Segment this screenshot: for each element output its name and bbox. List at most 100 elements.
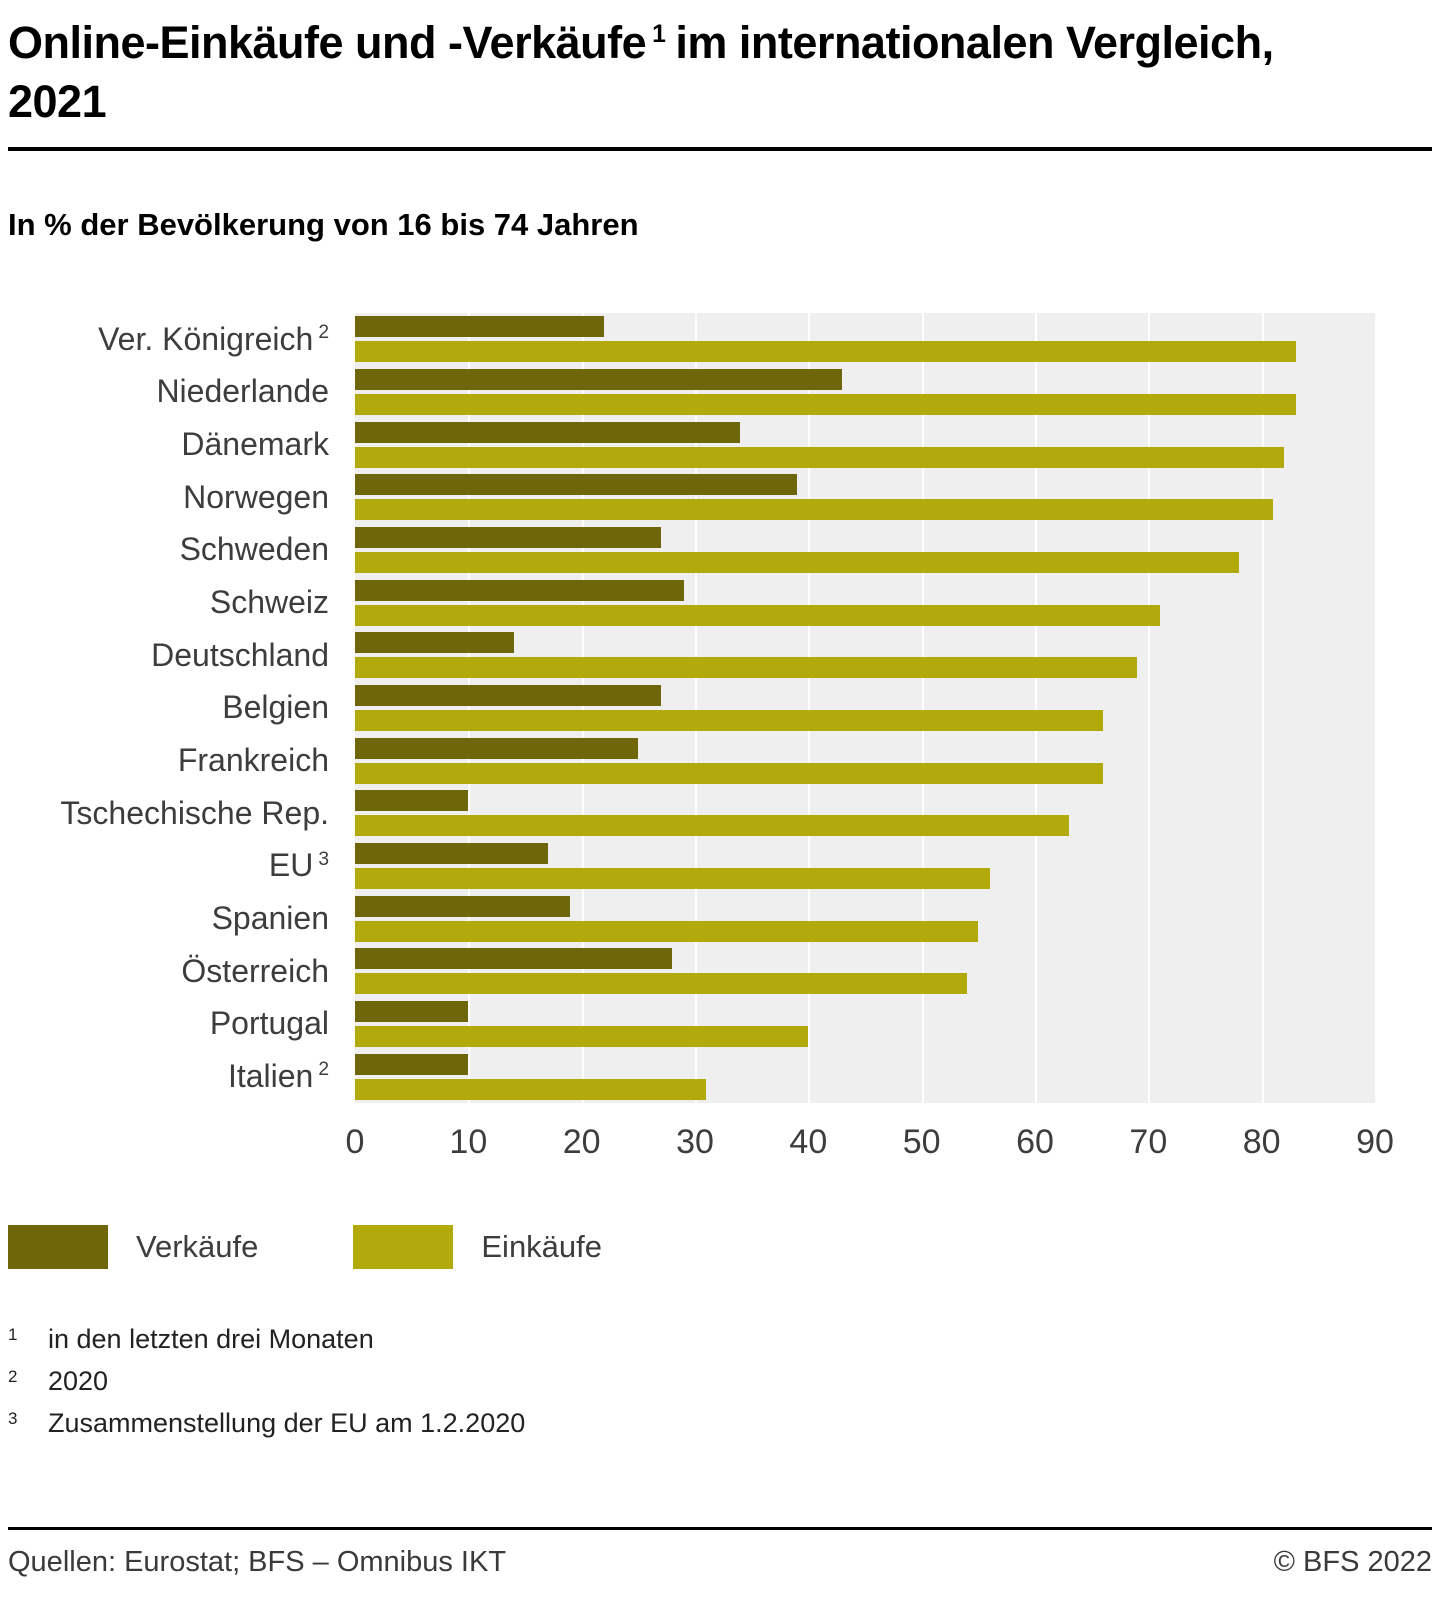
footnote-number: 3 <box>8 1408 18 1428</box>
chart-row: Deutschland <box>8 629 1432 682</box>
category-label: Dänemark <box>181 426 329 463</box>
bar-group <box>355 892 1375 945</box>
category-footnote-ref: 3 <box>318 848 329 870</box>
bar-group <box>355 734 1375 787</box>
footnote: 3 Zusammenstellung der EU am 1.2.2020 <box>8 1403 1432 1445</box>
category-label: Belgien <box>222 689 329 726</box>
chart-subtitle: In % der Bevölkerung von 16 bis 74 Jahre… <box>8 207 639 242</box>
bar-verkufe <box>355 1053 469 1075</box>
bar-verkufe <box>355 579 684 601</box>
x-tick-label: 70 <box>1129 1123 1168 1161</box>
footnote-text: in den letzten drei Monaten <box>48 1324 374 1354</box>
bar-group <box>355 366 1375 419</box>
legend-swatch-verkaeufe <box>8 1225 108 1269</box>
category-label: Italien 2 <box>227 1058 329 1095</box>
category-label: Österreich <box>181 952 329 989</box>
bar-group <box>355 471 1375 524</box>
bar-group <box>355 682 1375 735</box>
bar-einkufe <box>355 657 1137 679</box>
copyright-text: © BFS 2022 <box>1273 1546 1432 1578</box>
bar-verkufe <box>355 474 797 496</box>
x-tick-label: 40 <box>789 1123 828 1161</box>
chart-row: Österreich <box>8 945 1432 998</box>
gridline <box>468 313 471 1103</box>
bar-einkufe <box>355 604 1160 626</box>
chart-legend: Verkäufe Einkäufe <box>8 1225 1432 1269</box>
bar-group <box>355 945 1375 998</box>
category-footnote-ref: 2 <box>318 322 329 344</box>
bar-verkufe <box>355 790 469 812</box>
category-footnote-ref: 2 <box>318 1059 329 1081</box>
title-text: Online-Einkäufe und -Verkäufe <box>8 17 647 68</box>
chart-row: Spanien <box>8 892 1432 945</box>
category-label: Deutschland <box>151 636 329 673</box>
legend-label-verkaeufe: Verkäufe <box>136 1229 259 1264</box>
chart-row: Norwegen <box>8 471 1432 524</box>
x-tick-label: 90 <box>1356 1123 1394 1161</box>
title-text-2: im internationalen Vergleich, 2021 <box>8 17 1274 127</box>
footnote: 2 2020 <box>8 1361 1432 1403</box>
bar-verkufe <box>355 526 661 548</box>
category-label: Portugal <box>209 1005 329 1042</box>
bar-verkufe <box>355 421 741 443</box>
category-label: Schweiz <box>209 584 329 621</box>
x-axis: 0 10 20 30 40 50 60 70 80 90 <box>346 1103 1394 1175</box>
footnotes: 1 in den letzten drei Monaten 2 2020 3 Zusamm… <box>8 1319 1432 1445</box>
chart-row: Dänemark <box>8 418 1432 471</box>
page-title: Online-Einkäufe und -Verkäufe 1 im interna… <box>8 0 1318 131</box>
chart-row: Schweden <box>8 524 1432 577</box>
bar-group <box>355 787 1375 840</box>
bar-group <box>355 840 1375 893</box>
chart-row: Portugal <box>8 998 1432 1051</box>
bar-einkufe <box>355 551 1239 573</box>
category-label: Norwegen <box>183 478 329 515</box>
gridline <box>695 313 697 1103</box>
plot-area: Ver. Königreich 2 Niederlande Dänemark Norwe… <box>8 313 1432 1103</box>
bar-einkufe <box>355 973 967 995</box>
bar-einkufe <box>355 341 1296 363</box>
bar-group <box>355 418 1375 471</box>
gridline <box>921 313 924 1103</box>
x-tick-label: 50 <box>902 1123 941 1161</box>
category-label: Ver. Königreich 2 <box>98 320 329 357</box>
chart-row: Ver. Königreich 2 <box>8 313 1432 366</box>
footnote-text: Zusammenstellung der EU am 1.2.2020 <box>48 1407 526 1438</box>
chart-row: Niederlande <box>8 366 1432 419</box>
bar-verkufe <box>355 842 548 864</box>
bar-einkufe <box>355 867 990 889</box>
bar-group <box>355 524 1375 577</box>
bar-verkufe <box>355 632 514 654</box>
bar-verkufe <box>355 684 661 706</box>
bar-verkufe <box>355 316 605 338</box>
bar-verkufe <box>355 737 639 759</box>
gridline <box>581 313 584 1103</box>
footnote-number: 2 <box>8 1366 18 1386</box>
footnote: 1 in den letzten drei Monaten <box>8 1319 1432 1361</box>
chart-row: Schweiz <box>8 576 1432 629</box>
chart-row: Tschechische Rep. <box>8 787 1432 840</box>
bar-einkufe <box>355 1025 809 1047</box>
gridline <box>808 313 811 1103</box>
bar-group <box>355 1050 1375 1103</box>
chart-row: Italien 2 <box>8 1050 1432 1103</box>
bar-group <box>355 629 1375 682</box>
bar-einkufe <box>355 920 979 942</box>
bar-group <box>355 998 1375 1051</box>
x-tick-label: 60 <box>1016 1123 1054 1161</box>
footer-divider <box>8 1527 1432 1530</box>
bar-verkufe <box>355 895 571 917</box>
chart-rows: Ver. Königreich 2 Niederlande Dänemark Norwe… <box>8 313 1432 1103</box>
bar-einkufe <box>355 762 1103 784</box>
bar-einkufe <box>355 499 1273 521</box>
category-label: Niederlande <box>156 373 329 410</box>
chart-row: EU 3 <box>8 840 1432 893</box>
x-tick-label: 0 <box>345 1123 365 1161</box>
category-label: Schweden <box>179 531 329 568</box>
chart-row: Frankreich <box>8 734 1432 787</box>
bar-group <box>355 576 1375 629</box>
bar-group <box>355 313 1375 366</box>
title-divider <box>8 147 1432 151</box>
gridline <box>1148 313 1151 1103</box>
bar-chart: Ver. Königreich 2 Niederlande Dänemark Norwe… <box>8 313 1432 1175</box>
bar-einkufe <box>355 393 1296 415</box>
